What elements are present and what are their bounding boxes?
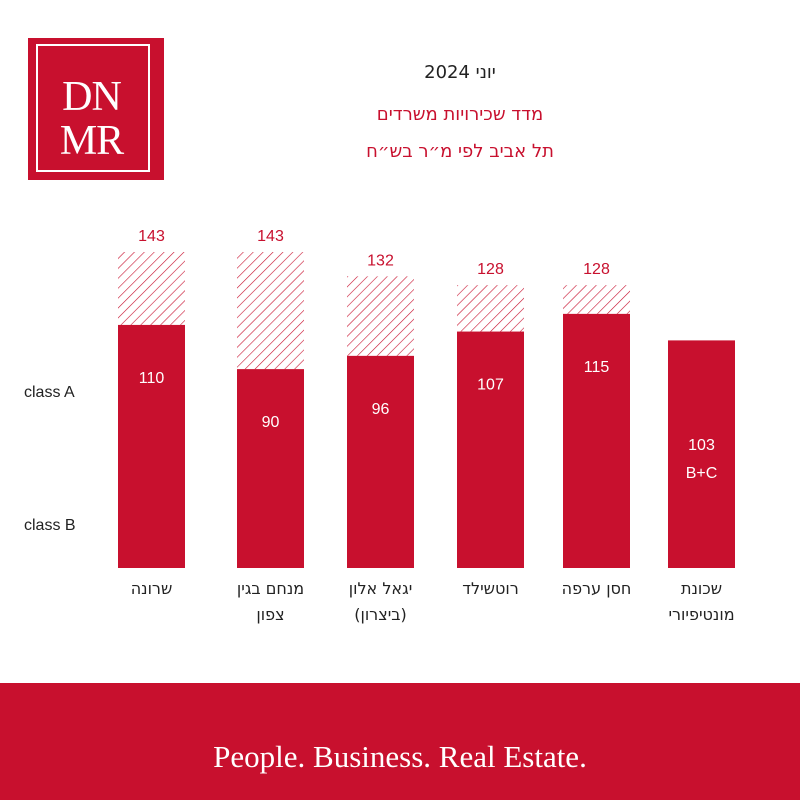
class-a-value-label: 128: [477, 261, 504, 278]
class-a-bar: [118, 252, 185, 325]
category-label: צפון: [256, 605, 284, 624]
class-b-bar: [563, 313, 630, 568]
category-label: רוטשילד: [462, 579, 519, 598]
class-a-bar: [347, 276, 414, 356]
class-b-label: class B: [24, 517, 76, 534]
class-a-bar: [563, 285, 630, 314]
chart-title: מדד שכירויות משרדים: [376, 104, 544, 125]
logo-text-top: DN: [62, 74, 122, 120]
class-a-value-label: 132: [367, 252, 394, 269]
class-a-value-label: 143: [257, 228, 284, 245]
class-a-value-label: 128: [583, 261, 610, 278]
class-b-value-label: 107: [477, 377, 504, 394]
class-b-value-label: 90: [262, 414, 280, 431]
footer-tagline: People. Business. Real Estate.: [213, 739, 587, 774]
category-label: יגאל אלון: [349, 579, 413, 598]
category-label: חסן ערפה: [562, 579, 632, 598]
footer-band: [0, 683, 800, 800]
class-b-bar: [237, 369, 304, 568]
report-date: יוני 2024: [424, 62, 496, 83]
logo-text-bottom: MR: [59, 118, 124, 164]
class-b-bar: [668, 340, 735, 568]
category-label: מנחם בגין: [237, 579, 304, 598]
category-label: שרונה: [131, 579, 173, 598]
logo-frame: [36, 44, 150, 172]
class-a-bar: [457, 285, 524, 332]
class-b-bar: [347, 355, 414, 568]
bar-annotation: B+C: [686, 465, 718, 482]
class-b-value-label: 96: [372, 401, 390, 418]
class-a-value-label: 143: [138, 228, 165, 245]
category-label: שכונת: [681, 579, 722, 598]
rent-index-bar-chart: 143 110 שרונה 143 90 מנחם בגין צפון 132 96 יגאל א…: [118, 228, 735, 624]
class-a-label: class A: [24, 384, 75, 401]
category-label: (ביצרון): [354, 605, 407, 624]
dnmr-logo: DN MR: [28, 38, 164, 180]
class-b-value-label: 110: [139, 370, 165, 387]
class-a-bar: [237, 252, 304, 370]
class-b-value-label: 103: [688, 437, 715, 454]
class-b-bar: [118, 324, 185, 568]
class-b-bar: [457, 331, 524, 568]
class-b-value-label: 115: [584, 359, 610, 376]
chart-subtitle: תל אביב לפי מ״ר בש״ח: [366, 141, 554, 162]
category-label: מונטיפיורי: [668, 605, 734, 624]
